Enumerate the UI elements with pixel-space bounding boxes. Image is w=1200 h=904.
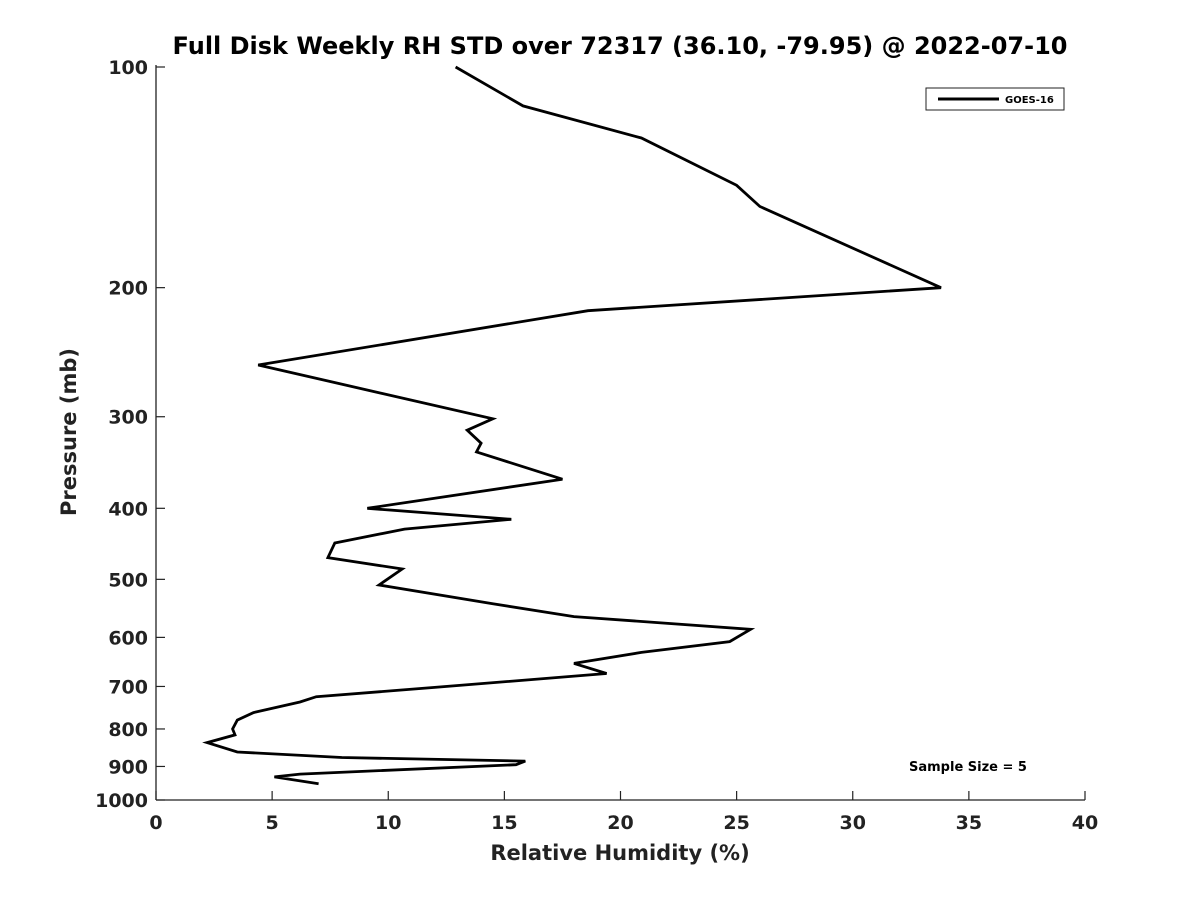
y-tick-label-700: 700 <box>108 676 148 698</box>
x-tick-label-10: 10 <box>375 812 401 834</box>
y-tick-label-200: 200 <box>108 278 148 300</box>
x-tick-label-40: 40 <box>1072 812 1098 834</box>
x-tick-label-30: 30 <box>840 812 866 834</box>
series-group <box>202 65 942 786</box>
x-tick-label-15: 15 <box>491 812 517 834</box>
legend-entry-goes-16: GOES-16 <box>1005 95 1054 106</box>
y-tick-label-300: 300 <box>108 407 148 429</box>
x-tick-label-5: 5 <box>266 812 279 834</box>
y-tick-label-800: 800 <box>108 719 148 741</box>
y-tick-label-100: 100 <box>108 57 148 79</box>
plot-axes <box>155 65 1085 801</box>
x-tick-label-25: 25 <box>723 812 749 834</box>
sample-size-annotation: Sample Size = 5 <box>909 760 1027 775</box>
y-tick-label-900: 900 <box>108 756 148 778</box>
chart-title: Full Disk Weekly RH STD over 72317 (36.1… <box>173 32 1068 60</box>
x-tick-label-0: 0 <box>149 812 162 834</box>
x-axis-label: Relative Humidity (%) <box>490 841 749 865</box>
x-tick-label-20: 20 <box>607 812 633 834</box>
y-tick-label-1000: 1000 <box>95 790 148 812</box>
x-axis-ticks: 0 5 10 15 20 25 30 35 40 <box>149 791 1098 834</box>
y-tick-label-500: 500 <box>108 569 148 591</box>
y-axis-label: Pressure (mb) <box>57 348 81 516</box>
x-tick-label-35: 35 <box>956 812 982 834</box>
y-tick-label-400: 400 <box>108 498 148 520</box>
legend: GOES-16 <box>925 87 1065 111</box>
series-line-goes-16 <box>202 65 942 786</box>
y-axis-ticks: 100 200 300 400 500 600 700 800 900 1000 <box>95 57 165 812</box>
y-tick-label-600: 600 <box>108 627 148 649</box>
